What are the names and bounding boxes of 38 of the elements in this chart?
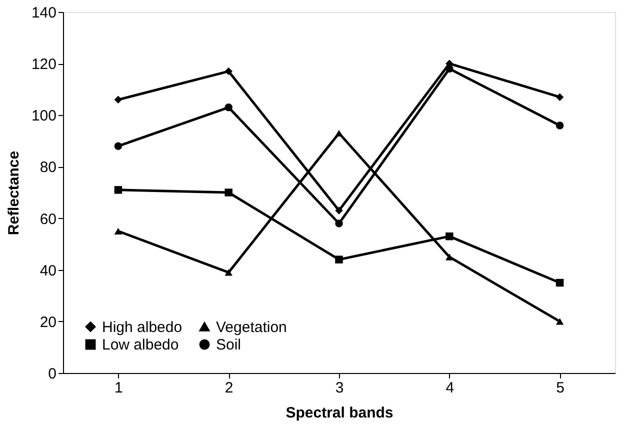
point	[446, 254, 454, 260]
legend-label: High albedo	[102, 318, 182, 336]
y-tick-label: 100	[31, 108, 56, 125]
y-tick-label: 120	[31, 56, 56, 74]
y-tick-label: 80	[40, 159, 56, 176]
point	[114, 142, 122, 150]
legend-label: Soil	[216, 336, 242, 354]
y-tick-label: 0	[48, 366, 56, 382]
point	[224, 188, 232, 196]
legend-label: Vegetation	[216, 318, 287, 336]
point	[335, 256, 343, 264]
legend-label: Low albedo	[102, 336, 179, 354]
point	[114, 186, 122, 194]
point	[446, 64, 454, 73]
point	[446, 232, 454, 240]
point	[335, 130, 343, 137]
y-tick-label: 140	[31, 4, 56, 22]
point	[114, 96, 122, 104]
point	[114, 228, 122, 235]
y-tick-label: 40	[40, 262, 56, 280]
y-tick-label: 60	[40, 210, 56, 228]
y-tick-label: 20	[40, 314, 56, 331]
point	[224, 104, 232, 112]
point	[335, 206, 343, 214]
point	[556, 278, 564, 287]
x-tick-label: 2	[224, 380, 234, 396]
x-tick-label: 5	[556, 380, 564, 396]
point	[224, 269, 232, 276]
x-tick-label: 3	[335, 380, 344, 396]
point	[556, 93, 564, 101]
x-tick-label: 1	[114, 380, 123, 396]
y-axis-title: Reflectance	[5, 150, 22, 236]
point	[556, 318, 564, 325]
point	[556, 122, 564, 130]
point	[224, 67, 232, 76]
x-tick-label: 4	[446, 380, 454, 396]
x-axis-title: Spectral bands	[286, 404, 394, 422]
point	[335, 220, 343, 228]
